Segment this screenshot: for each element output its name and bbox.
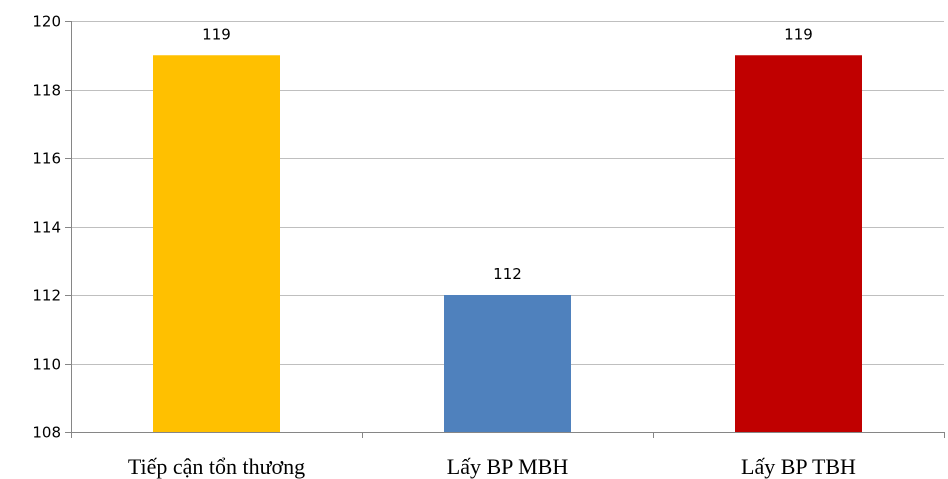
data-label-2: 112 <box>493 265 522 283</box>
y-tick-label: 110 <box>32 356 61 374</box>
y-tick-label: 116 <box>32 150 61 168</box>
x-category-label-2: Lấy BP MBH <box>447 454 569 479</box>
y-tick-label: 118 <box>32 82 61 100</box>
y-tick-label: 112 <box>32 287 61 305</box>
x-category-label-3: Lấy BP TBH <box>741 454 856 479</box>
bar-3 <box>735 55 862 432</box>
data-label-1: 119 <box>202 25 231 43</box>
y-tick-label: 108 <box>32 424 61 442</box>
y-tick-label: 120 <box>32 13 61 31</box>
axes <box>65 21 945 438</box>
data-label-3: 119 <box>784 25 813 43</box>
x-category-label-1: Tiếp cận tổn thương <box>128 454 305 479</box>
y-tick-label: 114 <box>32 219 61 237</box>
bars <box>153 55 862 432</box>
labels: 108 110 112 114 116 118 120 119 Tiếp cận tổn thư… <box>32 13 856 479</box>
bar-1 <box>153 55 280 432</box>
bar-2 <box>444 295 571 432</box>
